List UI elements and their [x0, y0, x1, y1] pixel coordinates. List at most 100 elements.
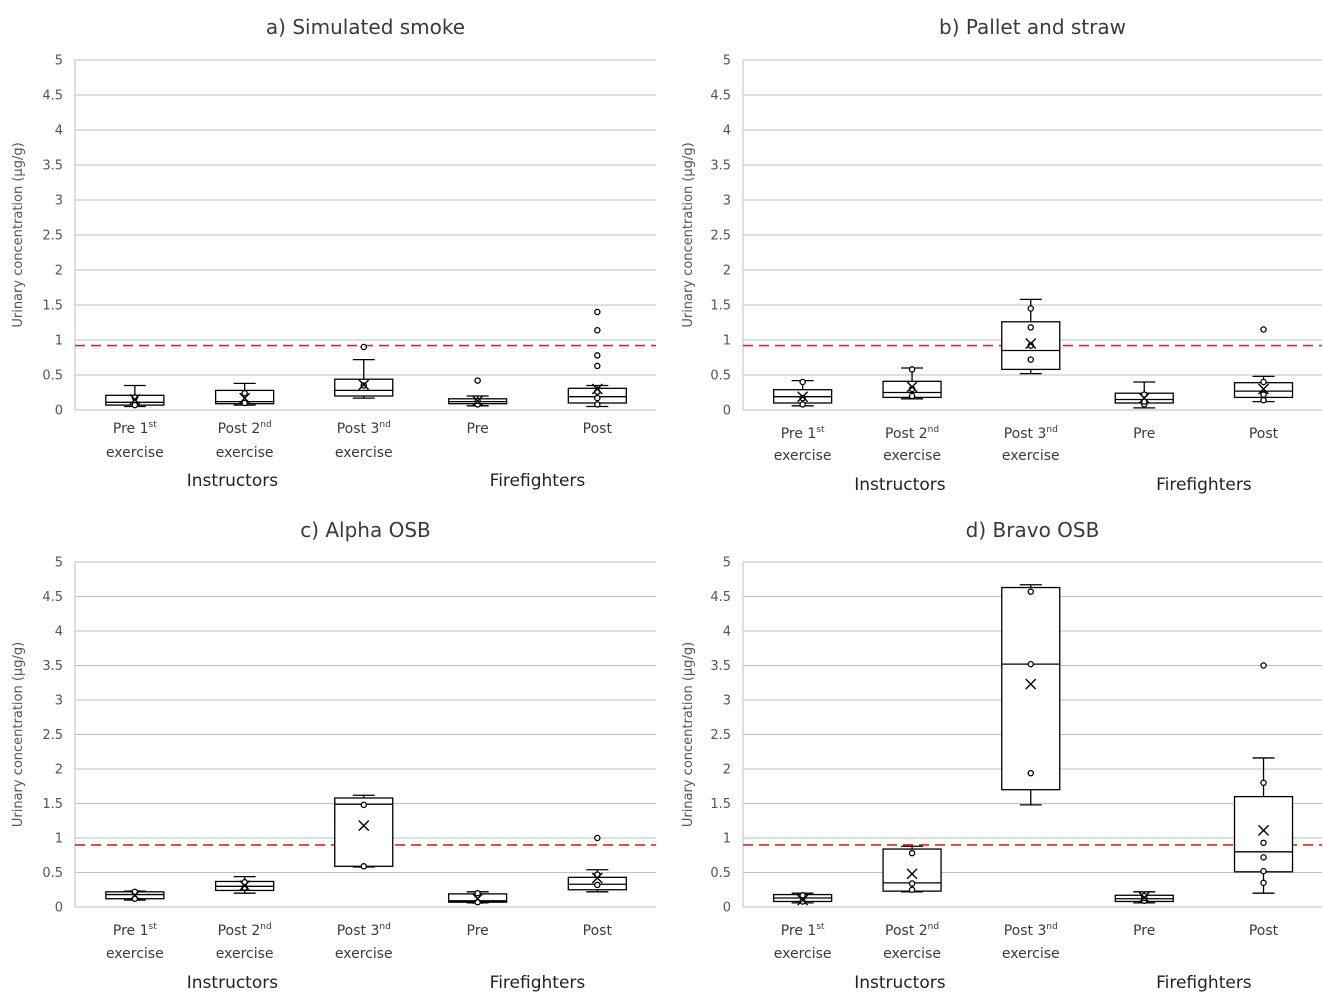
- data-point: [594, 401, 601, 408]
- group-label: Instructors: [187, 471, 278, 491]
- data-point: [1260, 396, 1267, 404]
- data-point: [1027, 588, 1035, 595]
- y-tick-label: 4: [723, 625, 731, 640]
- box-plot-item: [447, 377, 508, 408]
- x-tick-label: Pre 1st: [781, 922, 825, 939]
- x-tick-label-text: Pre: [467, 923, 489, 939]
- y-tick-label: 4: [723, 124, 731, 139]
- chart-title: c) Alpha OSB: [300, 518, 431, 542]
- y-tick-label: 0.5: [42, 866, 63, 881]
- y-tick-label: 3: [723, 694, 731, 709]
- data-point: [474, 377, 481, 384]
- x-tick-label-text: Post: [1249, 923, 1279, 939]
- box-plot-item: [447, 889, 508, 906]
- group-label: Instructors: [854, 973, 945, 992]
- data-point: [799, 892, 806, 899]
- data-point: [1260, 879, 1267, 887]
- mean-marker: [472, 395, 484, 407]
- x-tick-label-line2: exercise: [335, 946, 393, 962]
- x-tick-label-line2: exercise: [1002, 448, 1060, 464]
- x-tick-label-text: Pre: [1133, 426, 1155, 442]
- mean-marker: [1138, 392, 1150, 404]
- y-tick-label: 4.5: [710, 590, 731, 605]
- y-tick-label: 3.5: [710, 659, 731, 674]
- x-tick-label-line2: exercise: [883, 946, 941, 962]
- y-tick-label: 1.5: [710, 797, 731, 812]
- x-tick-label-superscript: nd: [928, 425, 939, 435]
- x-tick-label: Pre 1st: [113, 420, 157, 437]
- y-tick-label: 4: [55, 625, 63, 640]
- x-tick-label: Pre: [1133, 923, 1155, 939]
- y-tick-label: 2: [723, 264, 731, 279]
- y-axis-label: Urinary concentration (µg/g): [681, 642, 696, 827]
- y-tick-label: 3: [723, 194, 731, 209]
- x-tick-label-superscript: nd: [928, 922, 939, 932]
- x-tick-label: Post 2nd: [885, 922, 939, 939]
- data-point: [1260, 326, 1267, 333]
- data-point: [799, 401, 806, 408]
- x-tick-label-text: Post 2: [218, 421, 261, 437]
- y-tick-label: 1: [723, 334, 731, 349]
- x-tick-label: Pre: [467, 421, 489, 437]
- data-point: [1027, 305, 1035, 312]
- box-iqr: [334, 797, 394, 867]
- chart-panel: d) Bravo OSB 0 0.5 1 1.5 2 2.5 3 3.5 4 4.5 5 Urinary…: [681, 518, 1322, 992]
- x-tick-label-text: Pre: [1133, 923, 1155, 939]
- y-tick-label: 0: [723, 901, 731, 916]
- x-tick-label-text: Pre 1: [781, 923, 817, 939]
- data-point: [908, 366, 916, 373]
- data-point: [1260, 839, 1267, 847]
- mean-marker: [1138, 891, 1150, 903]
- group-label: Instructors: [854, 475, 945, 495]
- y-tick-label: 0.5: [710, 866, 731, 881]
- box-plot-item: [772, 378, 833, 408]
- mean-marker: [797, 894, 809, 906]
- x-tick-label-line2: exercise: [774, 946, 832, 962]
- x-tick-label-line2: exercise: [335, 445, 393, 461]
- x-tick-label-text: Post 2: [218, 923, 261, 939]
- box-plot-item: [1001, 584, 1061, 806]
- y-tick-label: 2.5: [710, 229, 731, 244]
- y-tick-label: 1: [55, 832, 63, 847]
- data-point: [1027, 324, 1035, 331]
- box-plot-item: [1114, 381, 1174, 409]
- y-tick-label: 5: [723, 556, 731, 571]
- x-tick-label-superscript: nd: [260, 922, 271, 932]
- y-tick-label: 2.5: [710, 728, 731, 743]
- group-label: Firefighters: [490, 973, 586, 992]
- box-plot-item: [105, 888, 165, 902]
- box-plot-item: [1233, 662, 1294, 894]
- chart-title: d) Bravo OSB: [966, 518, 1100, 542]
- data-point: [908, 880, 916, 887]
- x-tick-label: Pre 1st: [781, 425, 825, 442]
- x-tick-label-text: Post: [583, 923, 613, 939]
- y-tick-label: 3.5: [42, 159, 63, 174]
- mean-marker: [358, 820, 370, 832]
- data-point: [1027, 769, 1035, 777]
- y-tick-label: 0: [55, 404, 63, 419]
- mean-marker: [1258, 824, 1270, 836]
- mean-marker: [129, 394, 141, 405]
- y-tick-label: 1.5: [42, 299, 63, 314]
- data-point: [799, 394, 806, 402]
- box-iqr: [1001, 586, 1061, 791]
- x-tick-label-superscript: nd: [379, 420, 390, 430]
- box-plot-item: [567, 834, 627, 893]
- x-tick-label: Post: [583, 923, 613, 939]
- box-plot-item: [334, 794, 394, 870]
- chart-title: a) Simulated smoke: [266, 15, 465, 39]
- x-tick-label: Pre: [467, 923, 489, 939]
- data-point: [1260, 854, 1267, 861]
- box-plot-item: [882, 366, 942, 400]
- y-tick-label: 2.5: [42, 229, 63, 244]
- x-tick-label-superscript: st: [149, 922, 158, 932]
- y-tick-label: 0.5: [710, 369, 731, 384]
- data-point: [799, 378, 806, 386]
- data-point: [908, 886, 916, 894]
- x-tick-label: Post 3nd: [337, 922, 391, 939]
- data-point: [1027, 660, 1035, 668]
- y-axis-label: Urinary concentration (µg/g): [11, 642, 26, 827]
- mean-marker: [1025, 338, 1037, 349]
- y-axis-label: Urinary concentration (µg/g): [11, 142, 26, 327]
